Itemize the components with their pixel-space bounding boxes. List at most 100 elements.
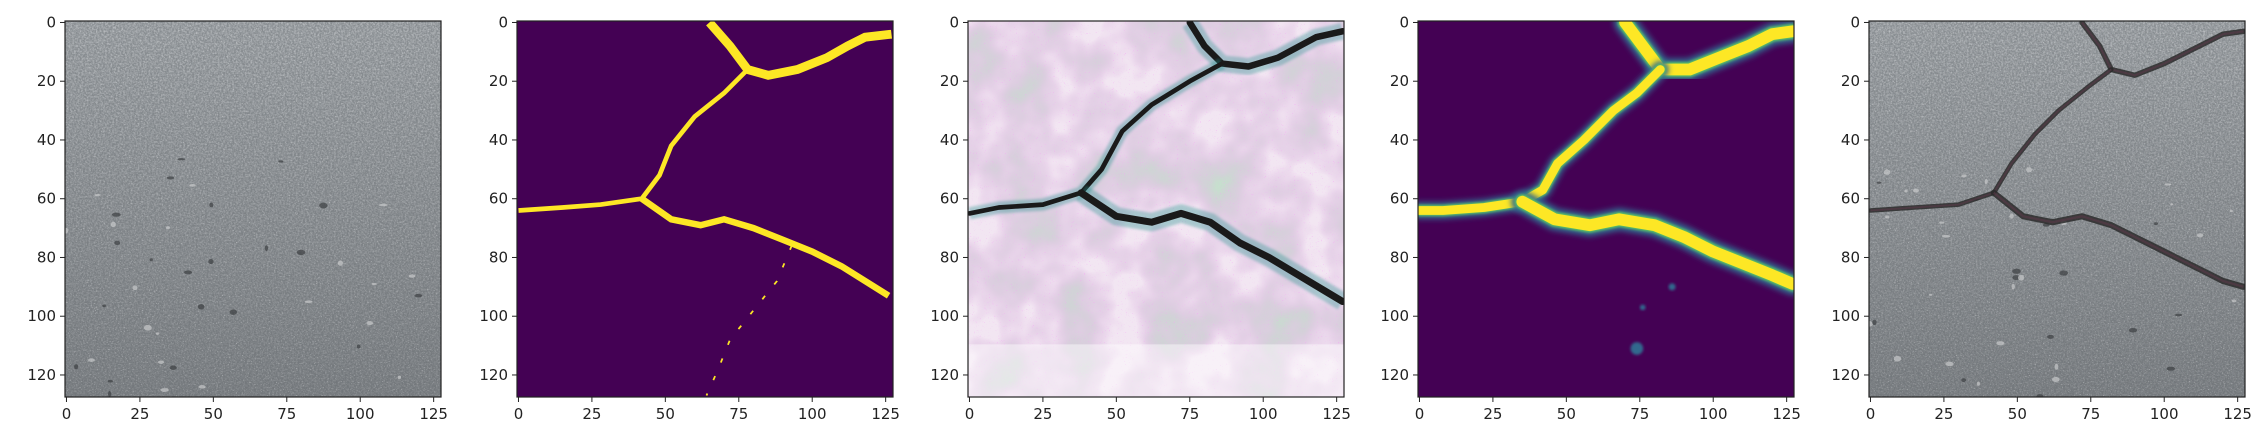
crack-edge [2081,21,2244,77]
pebble [1893,355,1902,362]
y-tick-label: 60 [1841,190,1860,208]
pebble [2012,268,2021,274]
panel-overlay: 0 25 50 75 100 125 0 20 40 60 80 100 120 [1831,13,2252,423]
pebble [1939,221,1945,224]
y-tick-label: 40 [940,131,959,149]
pebble [2054,363,2059,370]
pebble [208,258,214,265]
pebble [2017,274,2025,281]
pebble [1883,169,1891,175]
pebble [2174,313,2183,317]
axes-frame [1868,20,2246,398]
y-tick-label: 60 [489,190,508,208]
pebble [1941,234,1951,238]
image-area [517,21,893,397]
pebble [114,240,121,246]
pebble [2011,283,2015,290]
y-tick-label: 20 [1390,72,1409,90]
pebble [88,358,95,362]
x-tick-label: 75 [2081,405,2100,423]
y-tick-label: 120 [1380,366,1409,384]
x-tick-label: 0 [62,405,72,423]
light-grain [1869,21,2245,397]
y-tick-label: 40 [1841,131,1860,149]
pebble [169,365,177,370]
pebble [2196,233,2204,238]
x-tick-label: 0 [1866,405,1876,423]
pebble [1984,178,1988,185]
x-tick-label: 25 [1483,405,1502,423]
x-tick-label: 125 [1772,405,1801,423]
y-tick-label: 0 [46,13,56,31]
probability-blob [1639,304,1646,311]
pebble [2164,183,2172,186]
x-tick-label: 75 [277,405,296,423]
y-tick-label: 80 [1841,248,1860,266]
crack-mask [639,196,891,299]
pebble [160,388,169,392]
y-tick-label: 40 [489,131,508,149]
axes-frame [1417,20,1795,398]
pebble [177,158,186,161]
y-tick-label: 20 [489,72,508,90]
x-tick-label: 25 [582,405,601,423]
pebble [1912,188,1920,193]
y-tick-label: 80 [489,248,508,266]
pebble [1904,189,1908,193]
y-tick-label: 20 [940,72,959,90]
x-tick-label: 25 [1033,405,1052,423]
x-tick-label: 75 [729,405,748,423]
pebble [2036,394,2044,397]
pebble [143,324,152,331]
probability-core [1619,21,1794,76]
axes-frame [64,20,442,398]
axes-frame [516,20,894,398]
pebble [1945,361,1954,367]
y-tick-label: 0 [498,13,508,31]
y-tick-label: 100 [27,307,56,325]
image-area [1869,21,2245,397]
probability-blob [1668,283,1676,291]
x-tick-label: 0 [965,405,975,423]
pebble [209,202,214,208]
y-tick-label: 0 [1399,13,1409,31]
pebble [397,375,402,380]
x-tick-label: 25 [1934,405,1953,423]
panel-input-photo: 0 25 50 75 100 125 0 20 40 60 80 100 120 [27,13,448,423]
pebble [111,212,121,217]
x-tick-label: 50 [2008,405,2027,423]
y-tick-label: 40 [1390,131,1409,149]
y-tick-label: 80 [1390,248,1409,266]
x-tick-label: 100 [798,405,827,423]
pebble [2047,334,2054,339]
y-tick-label: 60 [940,190,959,208]
pebble [278,160,284,163]
pebble [1872,319,1877,326]
probability-core [1516,195,1794,290]
light-grain [65,21,441,397]
axes-frame [967,20,1345,398]
x-tick-label: 50 [1107,405,1126,423]
pebble [2051,376,2060,382]
y-tick-label: 0 [1850,13,1860,31]
image-area [1418,21,1794,397]
pebble [183,270,193,275]
crack-line [1186,21,1344,70]
pebble [229,309,238,315]
pebble [1976,381,1981,386]
pebble [166,176,175,180]
crack-line [968,61,1225,216]
pebble [1876,181,1882,184]
pebble [2166,366,2176,371]
y-tick-label: 40 [37,131,56,149]
panel-feature-visualization: 0 25 50 75 100 125 0 20 40 60 80 100 120 [930,13,1351,423]
y-tick-label: 60 [1390,190,1409,208]
pebble [2026,167,2033,173]
panel-binary-mask: 0 25 50 75 100 125 0 20 40 60 80 100 120 [479,13,900,423]
pebble [371,282,377,286]
probability-core [1418,65,1665,215]
pebble [155,332,160,335]
mask-background [517,21,893,397]
pebble [157,360,165,364]
